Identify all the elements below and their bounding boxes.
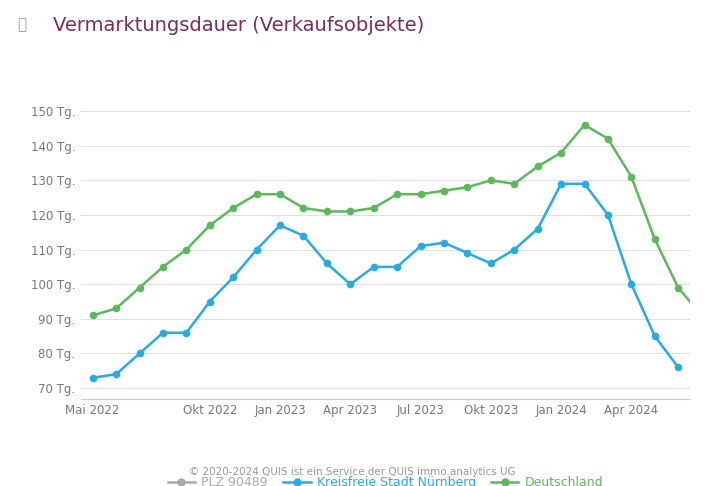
Legend: PLZ 90489, Kreisfreie Stadt Nürnberg, Deutschland: PLZ 90489, Kreisfreie Stadt Nürnberg, De…: [163, 471, 608, 486]
Text: © 2020-2024 QUIS ist ein Service der QUIS immo.analytics UG: © 2020-2024 QUIS ist ein Service der QUI…: [189, 467, 515, 477]
Text: 🔔: 🔔: [18, 17, 27, 32]
Text: Vermarktungsdauer (Verkaufsobjekte): Vermarktungsdauer (Verkaufsobjekte): [53, 16, 424, 35]
